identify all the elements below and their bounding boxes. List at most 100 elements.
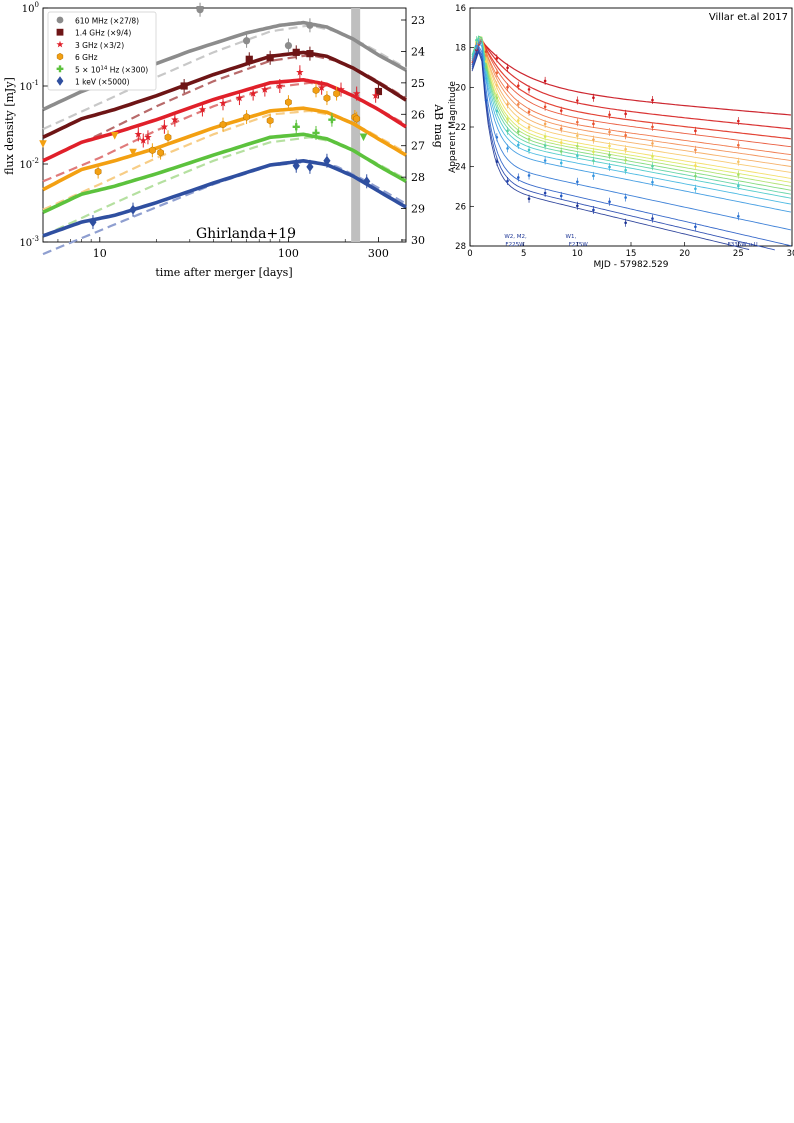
photometry-point (475, 38, 478, 42)
data-point (363, 176, 371, 187)
data-point (164, 133, 172, 142)
x-tick-label: 25 (733, 249, 744, 259)
model-light-curve (471, 44, 791, 231)
photometry-point (624, 133, 627, 137)
data-points-group (39, 2, 383, 230)
photometry-point (576, 120, 579, 124)
photometry-point (527, 110, 531, 114)
photometry-point (592, 138, 595, 141)
right-mag-tick-label: 24 (411, 45, 425, 58)
data-point (328, 116, 336, 124)
x-tick-label: 20 (679, 249, 690, 259)
model-light-curve (471, 37, 791, 167)
photometry-point (737, 119, 740, 123)
photometry-point (527, 197, 531, 201)
x-tick-label: 5 (521, 249, 526, 259)
solid-model-line (42, 132, 407, 214)
photometry-point (559, 109, 563, 112)
photometry-point (608, 153, 611, 157)
left-y-axis-label: flux density [mJy] (3, 77, 16, 175)
upper-limit-marker (39, 140, 47, 148)
model-light-curve (471, 37, 791, 162)
photometry-point (576, 134, 579, 138)
photometry-point (651, 164, 654, 168)
model-light-curve (471, 38, 791, 156)
data-point (306, 161, 314, 172)
photometry-point (559, 150, 563, 153)
photometry-point (543, 144, 547, 147)
model-light-curve (471, 46, 792, 247)
y-tick-label: 10-2 (19, 157, 39, 171)
solid-model-line (42, 106, 407, 192)
data-point (243, 113, 250, 121)
data-point (235, 94, 244, 102)
photometry-point (694, 225, 697, 229)
photometry-point (592, 159, 595, 162)
data-point (219, 99, 227, 107)
photometry-point (576, 99, 579, 102)
photometry-point (527, 137, 531, 141)
photometry-point (475, 44, 478, 48)
photometry-point (506, 66, 509, 70)
photometry-point (608, 200, 611, 204)
x-tick-label: 0 (467, 249, 472, 259)
model-light-curve (471, 41, 791, 213)
x-tick-label: 15 (626, 249, 637, 259)
data-point (56, 65, 64, 73)
data-point (171, 115, 179, 123)
model-light-curve (471, 35, 791, 191)
photometry-point (484, 65, 488, 69)
x-tick-label: 300 (368, 247, 389, 260)
data-point (323, 94, 331, 102)
upper-limit-marker (359, 133, 368, 142)
photometry-point (484, 77, 488, 80)
band-annotation: F275W (569, 242, 589, 248)
right-annotations-group: W2, M2, F225W W1, F275W F336W,u,U (504, 234, 757, 248)
photometry-point (694, 164, 697, 167)
photometry-point (608, 165, 611, 169)
data-point (292, 123, 300, 131)
data-point (219, 120, 227, 129)
photometry-point (506, 179, 509, 183)
data-point (245, 55, 253, 63)
data-point (371, 91, 380, 99)
photometry-point (527, 174, 531, 177)
solid-model-line (42, 158, 407, 238)
model-light-curve (471, 37, 791, 148)
data-point (129, 204, 137, 215)
legend-entry-label: 610 MHz (×27/8) (75, 17, 139, 26)
data-point (352, 89, 361, 97)
y-tick-label: 18 (455, 44, 466, 54)
photometry-point (517, 176, 520, 179)
data-point (306, 21, 314, 29)
photometry-point (608, 144, 611, 148)
data-point (323, 155, 331, 166)
photometry-point (517, 102, 520, 106)
photometry-point (624, 221, 627, 225)
data-point (306, 50, 314, 58)
photometry-point (576, 204, 579, 208)
photometry-point (651, 142, 654, 145)
photometry-point (495, 109, 499, 113)
photometry-point (527, 88, 531, 91)
photometry-point (737, 184, 740, 188)
right-model-lines-group (471, 35, 792, 251)
right-mag-tick-label: 28 (411, 171, 425, 184)
photometry-point (592, 96, 595, 99)
x-tick-label: 10 (572, 249, 583, 259)
legend: 610 MHz (×27/8) 1.4 GHz (×9/4) 3 GHz (×3/2… (47, 11, 157, 91)
photometry-point (517, 130, 520, 133)
band-annotation: F336W,u,U (728, 242, 758, 248)
legend-entry-label: 6 GHz (75, 53, 98, 62)
data-point (292, 48, 300, 56)
photometry-point (527, 148, 531, 152)
upper-limit-marker (110, 131, 119, 140)
right-mag-tick-label: 30 (411, 234, 425, 247)
left-axis-ticks: 10 100 300 10-3 10-2 10-1 100 23 24 25 26 27 28 29 30 (19, 1, 425, 260)
photometry-point (624, 196, 627, 199)
photometry-point (543, 79, 547, 83)
photometry-point (608, 113, 611, 117)
data-point (144, 133, 152, 141)
photometry-point (517, 84, 520, 88)
photometry-point (651, 217, 654, 220)
